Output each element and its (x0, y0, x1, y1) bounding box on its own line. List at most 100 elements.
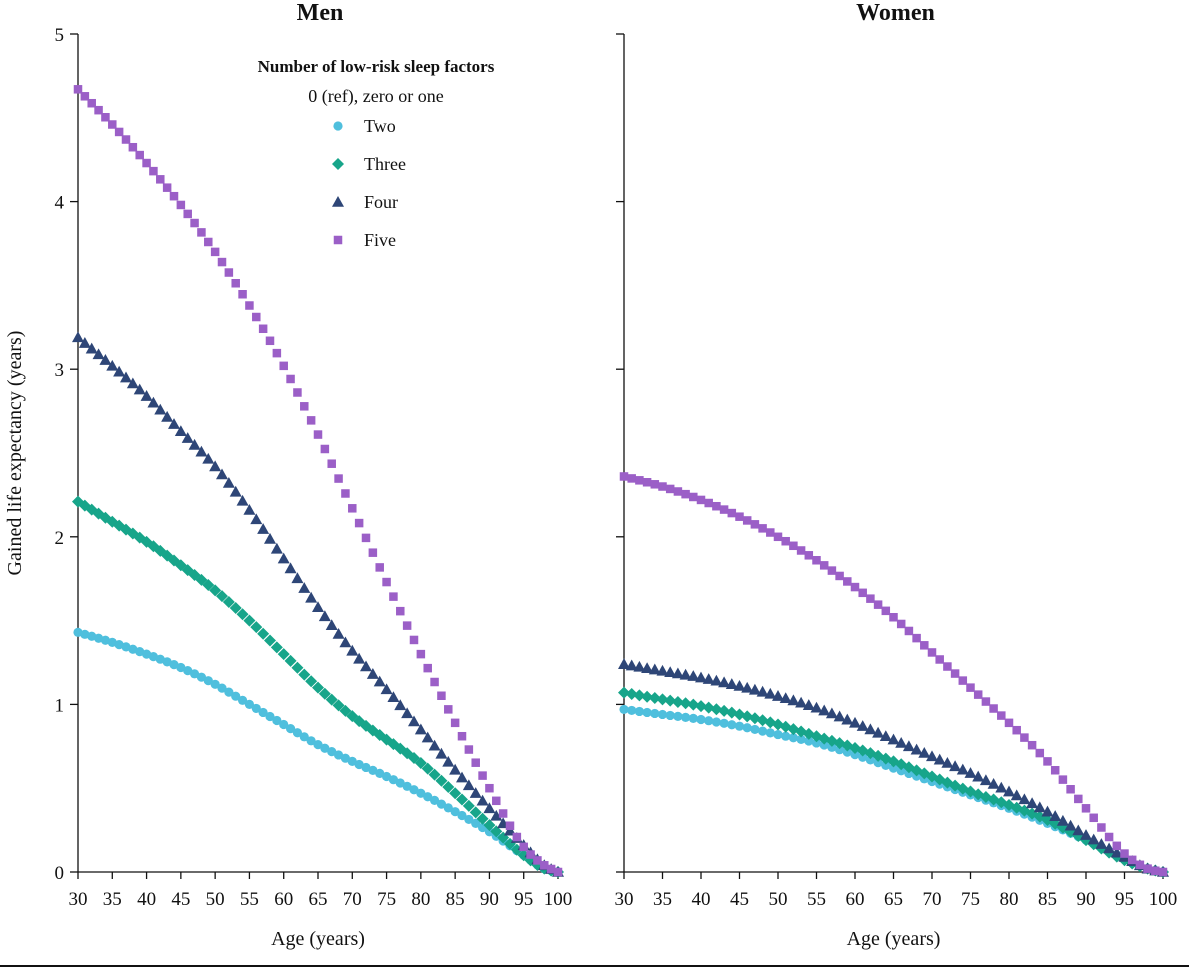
data-point (804, 736, 814, 746)
data-point (1058, 775, 1068, 784)
data-point (858, 588, 867, 598)
data-point (979, 774, 992, 786)
data-point (734, 721, 745, 731)
data-point (873, 758, 883, 768)
data-point (881, 760, 891, 770)
data-point (741, 681, 754, 693)
data-point (210, 679, 220, 689)
data-point (462, 799, 475, 812)
data-point (648, 663, 661, 675)
data-point (835, 745, 845, 755)
data-point (896, 766, 906, 776)
data-point (704, 716, 714, 726)
data-point (927, 648, 937, 657)
data-point (245, 301, 254, 310)
data-point (476, 794, 489, 806)
data-point (758, 524, 767, 533)
data-point (943, 662, 952, 671)
data-point (222, 595, 235, 608)
data-point (92, 348, 105, 360)
data-point (773, 729, 783, 740)
data-point (1112, 841, 1122, 851)
data-point (546, 864, 556, 874)
x-tick-label: 85 (446, 889, 465, 910)
data-point (727, 508, 737, 518)
x-tick-label: 95 (514, 889, 533, 910)
data-point (333, 750, 344, 760)
data-point (512, 832, 522, 842)
data-point (843, 577, 852, 586)
x-tick-label: 95 (1115, 889, 1134, 910)
data-point (183, 209, 192, 219)
data-point (147, 396, 160, 408)
data-point (168, 418, 180, 429)
data-point (312, 681, 324, 694)
data-point (387, 691, 400, 703)
data-point (748, 683, 761, 695)
data-point (1026, 797, 1039, 809)
data-point (80, 92, 90, 101)
data-point (657, 709, 668, 720)
data-point (209, 460, 222, 472)
data-point (1089, 813, 1098, 823)
data-point (462, 779, 475, 791)
data-point (251, 703, 261, 714)
data-point (298, 668, 311, 681)
data-point (361, 762, 371, 773)
data-point (779, 692, 792, 704)
data-point (464, 814, 474, 825)
data-point (471, 818, 481, 829)
data-point (204, 237, 213, 247)
data-point (396, 606, 405, 616)
x-tick-label: 80 (411, 889, 430, 910)
data-point (492, 796, 501, 806)
data-point (320, 444, 330, 454)
data-point (850, 582, 860, 592)
legend-label: Five (364, 230, 396, 250)
data-point (802, 699, 815, 710)
data-point (277, 552, 290, 564)
data-point (222, 476, 235, 488)
data-point (72, 331, 84, 343)
series-five (73, 85, 563, 877)
data-point (286, 374, 295, 384)
data-point (498, 809, 508, 818)
data-point (78, 337, 91, 348)
legend-reference: 0 (ref), zero or one (308, 86, 443, 107)
data-point (264, 634, 276, 647)
series-three (72, 495, 564, 878)
panel-title: Women (856, 0, 935, 26)
data-point (277, 648, 290, 661)
data-point (673, 487, 683, 496)
x-tick-label: 100 (544, 889, 573, 910)
data-point (236, 494, 249, 506)
data-point (437, 691, 446, 701)
data-point (196, 672, 207, 682)
data-point (325, 693, 338, 706)
data-point (1033, 801, 1046, 813)
data-point (108, 120, 117, 129)
data-point (142, 158, 151, 168)
data-point (114, 127, 124, 137)
data-point (712, 501, 721, 511)
data-point (456, 771, 468, 783)
data-point (795, 696, 808, 708)
data-point (627, 474, 636, 483)
data-point (750, 724, 760, 735)
data-point (902, 740, 915, 752)
data-point (188, 438, 201, 450)
data-point (704, 498, 713, 508)
data-point (471, 758, 480, 767)
data-point (373, 675, 386, 687)
data-point (1072, 824, 1085, 836)
data-point (135, 150, 144, 160)
data-point (695, 700, 707, 713)
data-point (641, 690, 654, 703)
data-point (128, 142, 138, 152)
data-point (332, 627, 345, 639)
data-point (1087, 833, 1100, 845)
data-point (469, 787, 482, 798)
data-point (758, 726, 768, 736)
data-point (1020, 733, 1029, 742)
